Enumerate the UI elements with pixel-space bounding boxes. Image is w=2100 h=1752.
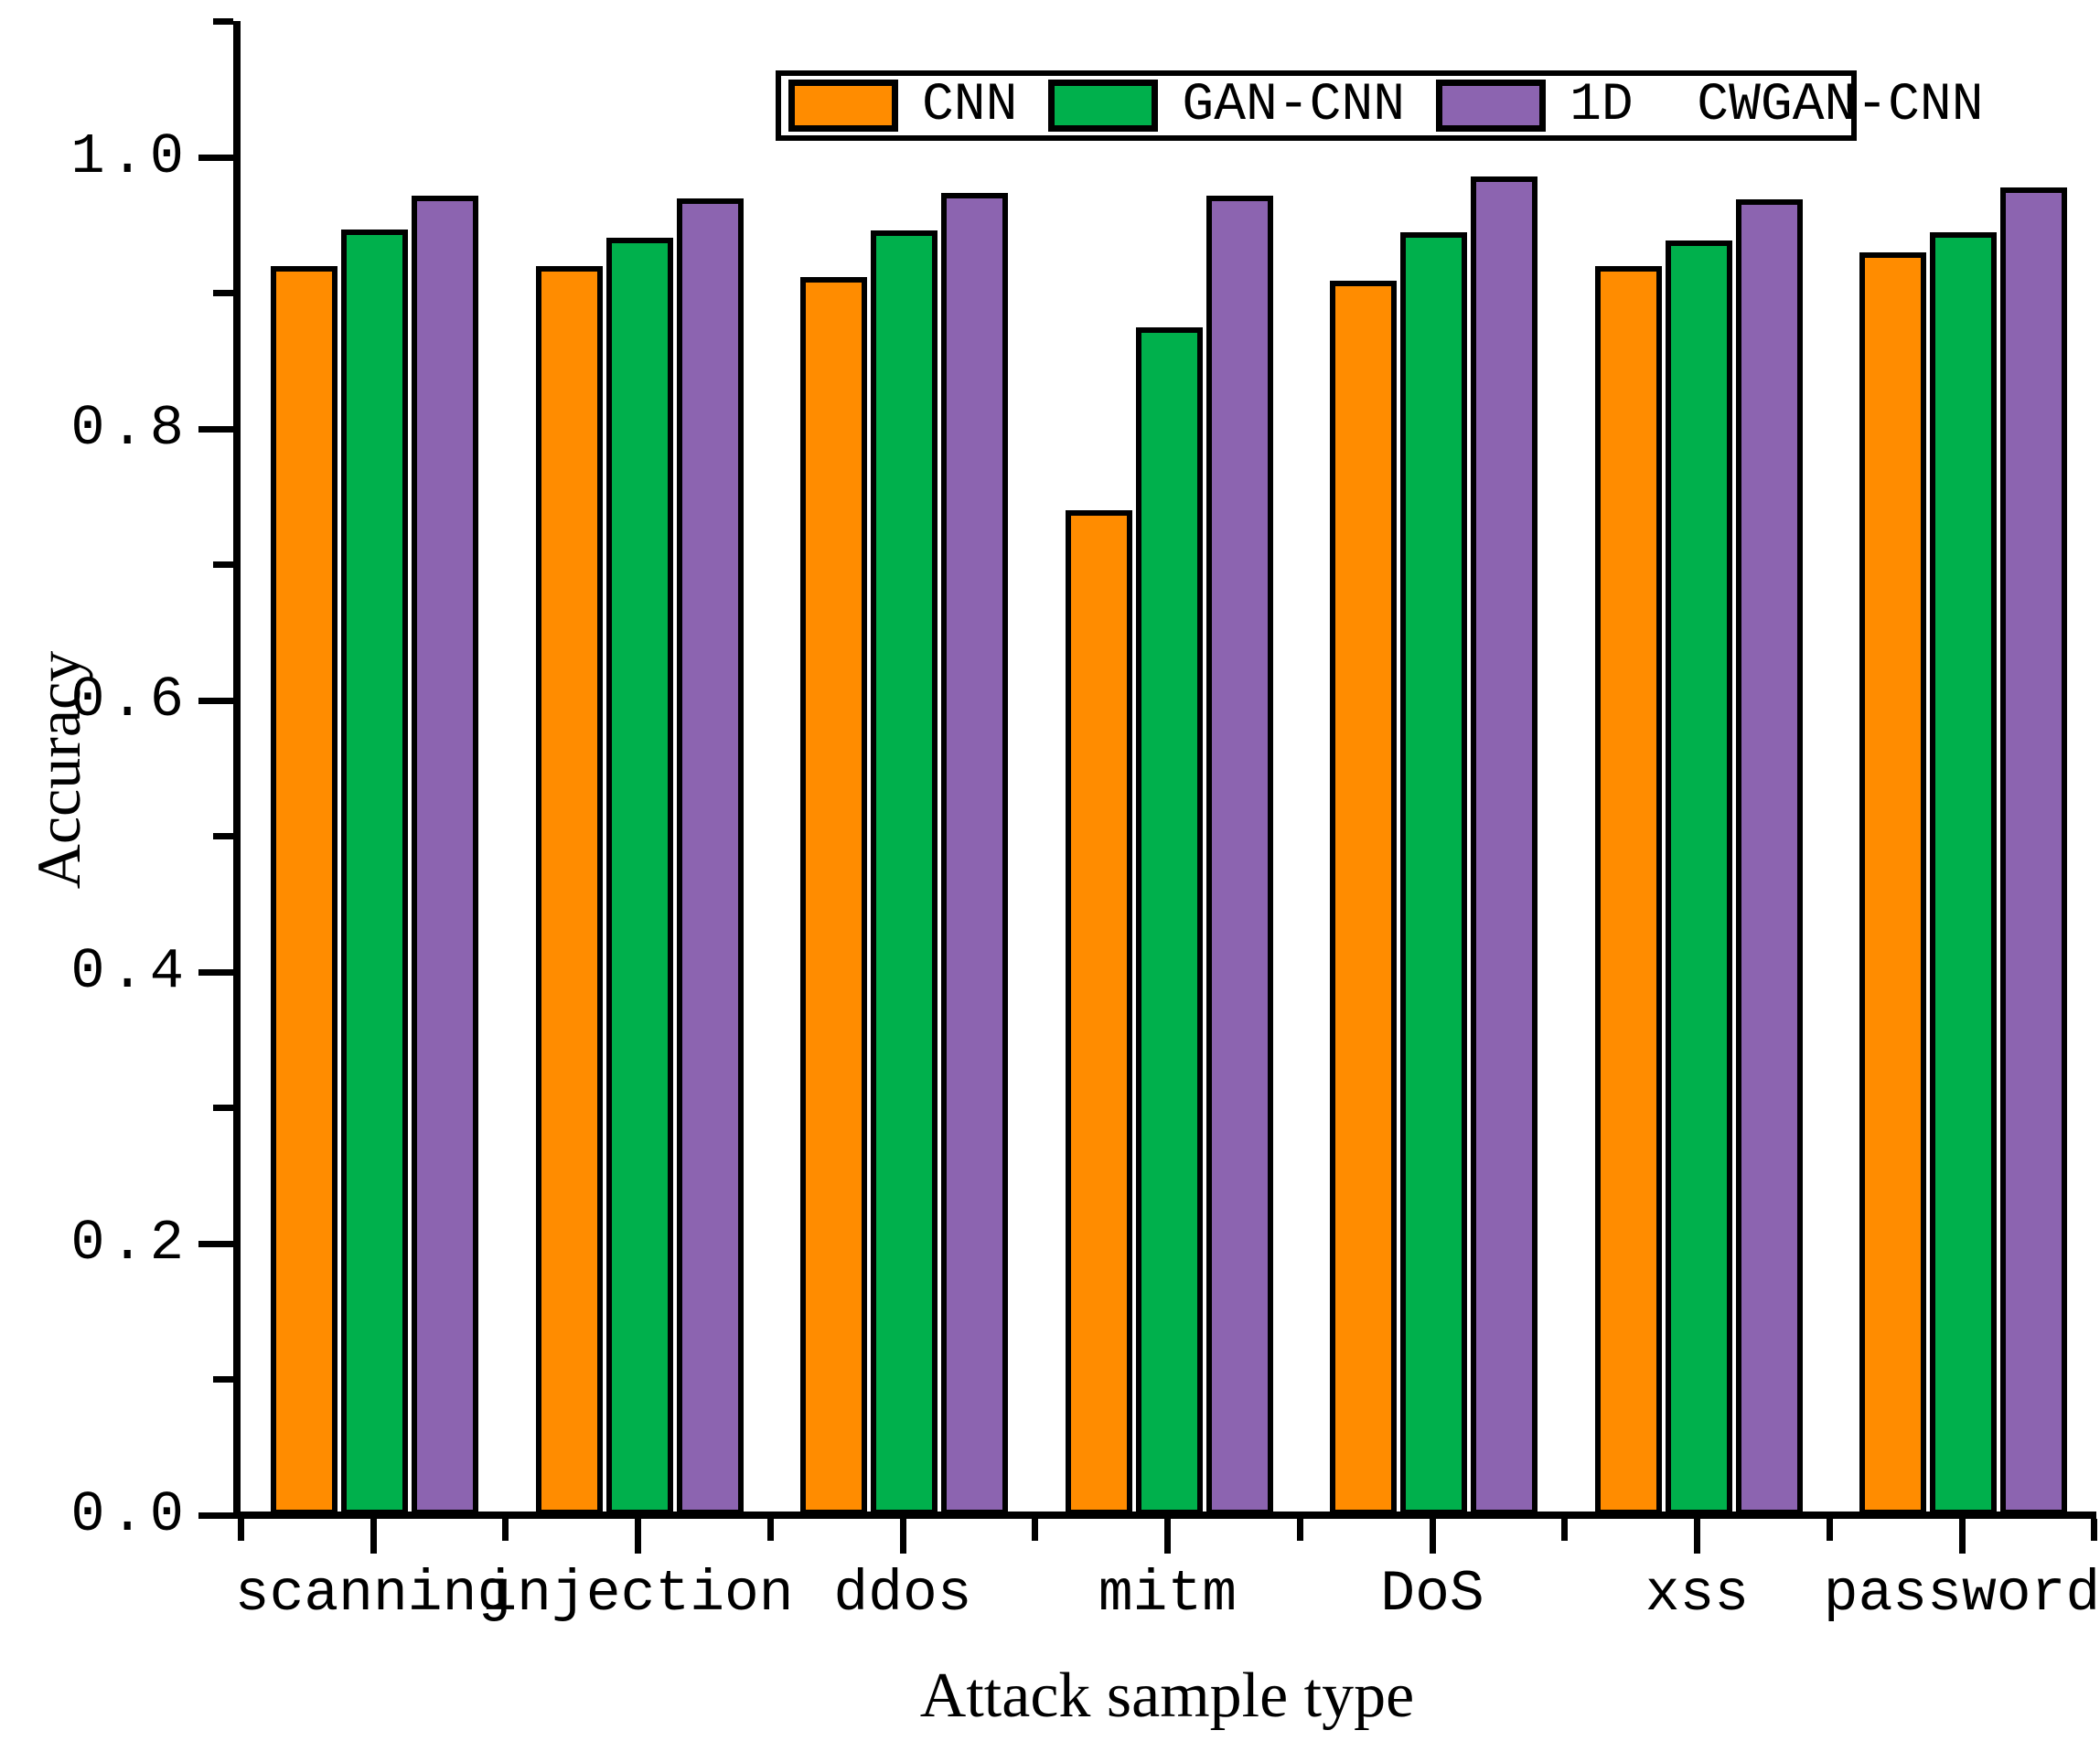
x-major-tick [635,1519,641,1554]
legend-label-GAN-CNN: GAN-CNN [1182,76,1406,135]
x-tick-label-scanning: scanning [234,1562,512,1627]
bar-1D CWGAN-CNN-DoS [1471,176,1538,1515]
y-major-tick [198,154,233,161]
bar-1D CWGAN-CNN-xss [1735,199,1803,1515]
x-major-tick [899,1519,906,1554]
y-minor-tick [213,18,233,25]
y-tick-label: 0.2 [70,1211,189,1276]
x-minor-tick [502,1519,509,1541]
legend-swatch-GAN-CNN [1048,80,1159,132]
bar-CNN-mitm [1065,510,1132,1515]
bar-GAN-CNN-xss [1665,240,1732,1515]
y-tick-label: 0.4 [70,939,189,1004]
legend-entry-CNN: CNN [788,76,1017,135]
legend-label-1D CWGAN-CNN: 1D CWGAN-CNN [1570,76,1984,135]
y-minor-tick [213,833,233,839]
legend-swatch-CNN [788,80,898,132]
y-major-tick [198,1240,233,1247]
x-major-tick [1164,1519,1171,1554]
y-tick-label: 1.0 [70,124,189,189]
bar-CNN-xss [1594,265,1662,1515]
bar-GAN-CNN-DoS [1400,231,1468,1515]
bar-CNN-DoS [1330,281,1398,1515]
y-minor-tick [213,1376,233,1383]
x-major-tick [1694,1519,1700,1554]
x-tick-label-xss: xss [1645,1562,1750,1627]
x-axis-line [233,1512,2096,1519]
x-minor-tick [2091,1519,2098,1541]
y-minor-tick [213,561,233,568]
bar-1D CWGAN-CNN-mitm [1205,195,1273,1515]
y-major-tick [198,1512,233,1519]
bar-1D CWGAN-CNN-ddos [941,192,1009,1515]
bar-CNN-password [1859,251,1927,1515]
bar-GAN-CNN-injection [605,237,673,1515]
x-tick-label-injection: injection [482,1562,794,1627]
y-tick-label: 0.8 [70,396,189,461]
x-major-tick [370,1519,377,1554]
x-major-tick [1429,1519,1436,1554]
x-minor-tick [237,1519,244,1541]
x-minor-tick [1561,1519,1569,1541]
x-minor-tick [1296,1519,1303,1541]
y-tick-label: 0.0 [70,1482,189,1547]
x-minor-tick [1826,1519,1833,1541]
x-tick-label-DoS: DoS [1380,1562,1484,1627]
x-axis-title: Attack sample type [919,1661,1415,1731]
x-major-tick [1958,1519,1966,1554]
bar-CNN-scanning [271,265,338,1515]
legend: CNN GAN-CNN 1D CWGAN-CNN [776,70,1984,141]
y-minor-tick [213,290,233,296]
y-major-tick [198,697,233,704]
y-axis-title: Accuracy [24,650,93,890]
bar-GAN-CNN-password [1930,231,1998,1515]
legend-label-CNN: CNN [922,76,1018,135]
legend-entry-GAN-CNN: GAN-CNN [1048,76,1405,135]
x-minor-tick [766,1519,774,1541]
x-minor-tick [1032,1519,1039,1541]
bar-CNN-injection [535,265,603,1515]
bar-1D CWGAN-CNN-scanning [412,195,479,1515]
bar-CNN-ddos [800,276,868,1515]
y-axis-line [233,21,241,1519]
x-tick-label-ddos: ddos [833,1562,972,1627]
legend-entry-1D CWGAN-CNN: 1D CWGAN-CNN [1436,76,1984,135]
bar-GAN-CNN-ddos [871,230,938,1515]
bar-1D CWGAN-CNN-password [2000,187,2068,1515]
y-major-tick [198,968,233,976]
y-major-tick [198,425,233,433]
x-tick-label-password: password [1823,1562,2100,1627]
x-tick-label-mitm: mitm [1098,1562,1238,1627]
y-tick-label: 0.6 [70,668,189,732]
bar-1D CWGAN-CNN-injection [676,198,744,1515]
y-minor-tick [213,1105,233,1111]
bar-GAN-CNN-mitm [1135,326,1203,1515]
bar-GAN-CNN-scanning [341,229,409,1515]
legend-swatch-1D CWGAN-CNN [1436,80,1547,132]
